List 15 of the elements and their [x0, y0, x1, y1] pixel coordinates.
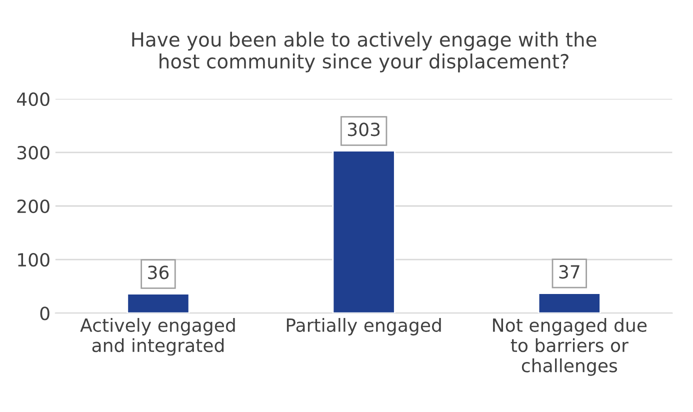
y-tick-label: 400 [17, 92, 50, 106]
y-tick-label: 300 [17, 146, 50, 160]
x-tick-label: Partially engaged [286, 318, 441, 336]
bar [126, 293, 190, 314]
chart-title: Have you been able to actively engage with the host community since your displacement? [132, 32, 596, 72]
y-tick-label: 0 [40, 306, 50, 320]
y-tick-label: 100 [18, 253, 50, 267]
data-label: 303 [348, 122, 380, 136]
bar [332, 150, 396, 314]
y-tick-label: 200 [17, 199, 50, 214]
bar [538, 292, 601, 314]
x-tick-label: Not engaged due to barriers or challenges [493, 318, 647, 376]
data-label: 36 [148, 266, 169, 280]
x-tick-label: Actively engaged and integrated [80, 318, 235, 356]
data-label: 37 [559, 265, 580, 279]
